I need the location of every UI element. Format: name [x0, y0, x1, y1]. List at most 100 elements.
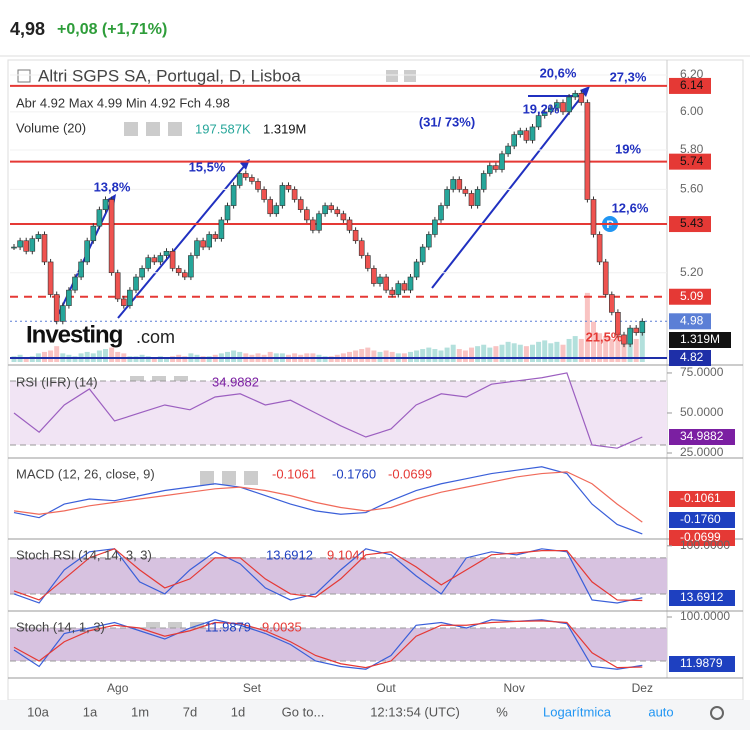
candle [212, 234, 219, 239]
indicator-line [13, 548, 643, 604]
candle [371, 268, 377, 284]
volume-bar [548, 343, 554, 362]
toolbar-button[interactable]: % [496, 704, 508, 719]
volume-bar [627, 341, 633, 362]
candle [17, 240, 23, 248]
volume-bar [469, 347, 474, 362]
volume-bar [499, 344, 505, 362]
volume-bar [145, 356, 151, 362]
volume-tag-label: 1.319M [680, 332, 720, 346]
toolbar-button[interactable]: Go to... [282, 704, 325, 719]
candle [236, 173, 243, 186]
chart-title: Altri SGPS SA, Portugal, D, Lisboa [38, 66, 301, 85]
toolbar-button[interactable]: 1a [83, 704, 98, 719]
candle [267, 199, 274, 215]
volume-legend: Volume (20) [16, 120, 86, 135]
volume-bar [554, 341, 560, 362]
candle [328, 205, 335, 210]
level-tag [669, 216, 711, 233]
candle [505, 145, 511, 155]
indicator-line [13, 619, 643, 670]
candle [523, 130, 530, 141]
toolbar-button[interactable]: 10a [27, 704, 49, 719]
toolbar-button[interactable]: 1m [131, 704, 149, 719]
volume-bar [462, 350, 468, 362]
candle [596, 234, 603, 263]
candle [438, 205, 444, 221]
x-tick-label: Nov [504, 681, 525, 695]
value-tag [669, 656, 735, 672]
candle [90, 225, 97, 242]
value-tag-label: -0.0699 [680, 530, 721, 544]
indicator-line [13, 471, 643, 523]
value-tag [669, 429, 735, 445]
toolbar-button[interactable]: auto [648, 704, 673, 719]
toolbar-button[interactable]: Logarítmica [543, 704, 612, 719]
candle [413, 261, 420, 278]
candle [554, 102, 560, 109]
value-tag-label: 34.9882 [680, 429, 724, 443]
candle [456, 179, 463, 190]
candle [96, 209, 103, 227]
candle [303, 209, 310, 221]
volume-bar [115, 351, 121, 362]
candle [358, 240, 365, 256]
watermark-suffix: .com [136, 327, 175, 347]
volume-bar [328, 356, 334, 362]
y-tick-label: 100.0000 [680, 609, 730, 623]
volume-bar [603, 336, 609, 362]
y-tick-label: 5.20 [680, 265, 704, 279]
volume-legend-value: 197.587K [195, 121, 251, 136]
toolbar-button[interactable]: 7d [183, 704, 197, 719]
candle [47, 261, 54, 295]
candle [188, 255, 194, 278]
volume-bar [127, 356, 133, 362]
candle [432, 219, 438, 235]
candle [291, 189, 298, 200]
volume-bar [572, 336, 578, 362]
volume-bar [42, 351, 47, 362]
candle [535, 115, 542, 128]
candle [316, 213, 322, 231]
indicator-value: -0.0699 [388, 466, 432, 481]
candle [486, 165, 493, 174]
candle [444, 189, 450, 206]
volume-bar [72, 356, 78, 362]
candle [334, 209, 341, 215]
volume-legend-value: 1.319M [263, 121, 306, 136]
candle [145, 257, 151, 269]
candle [297, 199, 304, 210]
candle [517, 130, 524, 135]
indicator-title: MACD (12, 26, close, 9) [16, 466, 155, 481]
candle [114, 272, 121, 300]
volume-bar [481, 344, 487, 362]
candle [572, 92, 579, 98]
candle [407, 276, 414, 291]
volume-bar [377, 351, 383, 362]
volume-bar [84, 351, 90, 362]
volume-bar [432, 349, 438, 362]
volume-bar [523, 346, 529, 362]
candle [163, 250, 170, 256]
candle [255, 181, 261, 190]
candle [127, 289, 133, 306]
indicator-line [13, 620, 643, 669]
candle [243, 173, 249, 178]
volume-bar [444, 347, 450, 362]
candle [560, 102, 566, 113]
band [10, 628, 667, 661]
annotation: 19,2% [523, 101, 560, 116]
candle [273, 205, 280, 215]
price-change: +0,08 (+1,71%) [57, 21, 167, 38]
volume-bar [597, 333, 603, 362]
volume-bar [560, 344, 566, 362]
candle [206, 234, 212, 248]
candle [511, 134, 518, 147]
volume-bar [621, 336, 627, 362]
y-tick-label: 5.60 [680, 182, 704, 196]
indicator-title: Stoch RSI (14, 14, 3, 3) [16, 547, 152, 562]
settings-button[interactable] [710, 706, 724, 720]
toolbar-button[interactable]: 1d [231, 704, 245, 719]
volume-bar [267, 351, 273, 362]
y-tick-label: 75.0000 [680, 365, 724, 379]
